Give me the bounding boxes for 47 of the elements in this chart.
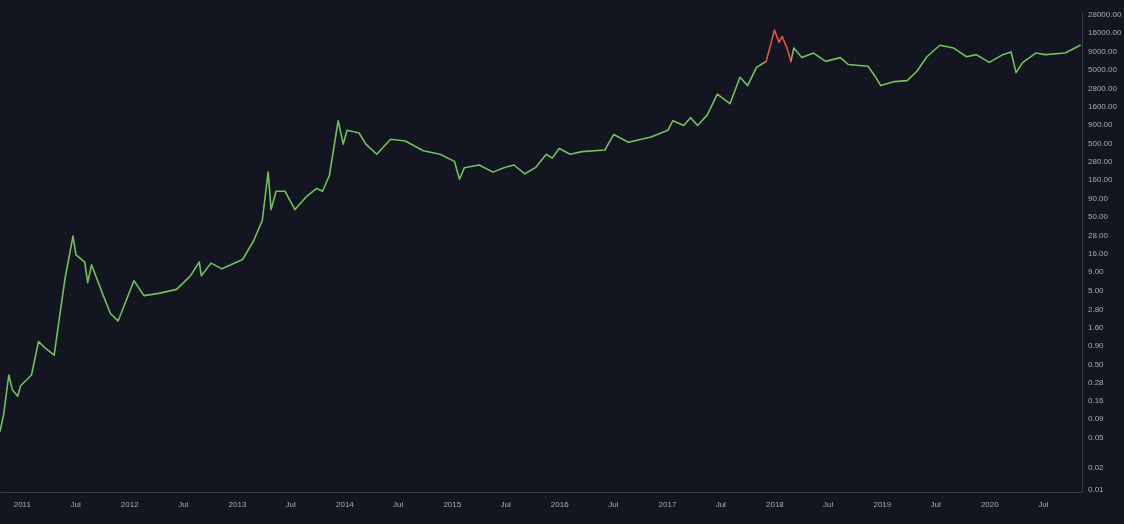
y-tick-label: 28000.00 [1088, 10, 1122, 20]
y-tick-label: 50.00 [1088, 212, 1109, 222]
y-tick-label: 90.00 [1088, 193, 1109, 203]
y-tick-label: 9.00 [1088, 267, 1105, 277]
x-tick-label: Jul [70, 499, 81, 509]
y-tick-label: 1600.00 [1088, 101, 1118, 111]
x-tick-label: Jul [715, 499, 727, 509]
y-tick-label: 900.00 [1088, 120, 1114, 130]
y-tick-label: 2.80 [1088, 304, 1105, 314]
y-tick-label: 0.90 [1088, 340, 1105, 350]
y-tick-label: 1.60 [1088, 322, 1105, 332]
x-tick-label: 2016 [550, 499, 570, 509]
y-tick-label: 500.00 [1088, 138, 1114, 148]
x-tick-label: 2011 [13, 499, 32, 509]
x-tick-label: Jul [1038, 499, 1049, 509]
y-tick-label: 28.00 [1088, 231, 1109, 241]
y-tick-label: 16000.00 [1088, 28, 1122, 38]
y-tick-label: 0.01 [1088, 484, 1105, 494]
x-tick-label: 2014 [335, 499, 355, 509]
y-tick-label: 0.02 [1088, 462, 1105, 472]
x-tick-label: Jul [500, 499, 511, 509]
x-tick-label: 2020 [980, 499, 1000, 509]
x-tick-label: 2015 [443, 499, 462, 509]
x-tick-label: 2018 [766, 499, 785, 509]
x-tick-label: 2012 [120, 499, 140, 509]
y-tick-label: 16.00 [1088, 248, 1109, 258]
x-tick-label: Jul [178, 499, 189, 509]
x-tick-label: 2019 [873, 499, 892, 509]
y-tick-label: 160.00 [1088, 175, 1114, 185]
x-tick-label: 2013 [228, 499, 247, 509]
y-tick-label: 0.28 [1088, 378, 1105, 388]
y-tick-label: 0.16 [1088, 396, 1105, 406]
x-tick-label: Jul [930, 499, 941, 509]
y-tick-label: 5000.00 [1088, 65, 1118, 75]
y-tick-label: 9000.00 [1088, 46, 1118, 56]
x-tick-label: Jul [823, 499, 834, 509]
x-tick-label: Jul [285, 499, 297, 509]
y-tick-label: 0.09 [1088, 414, 1105, 424]
y-tick-label: 280.00 [1088, 157, 1114, 167]
x-tick-label: 2017 [658, 499, 677, 509]
x-tick-label: Jul [608, 499, 619, 509]
y-tick-label: 0.50 [1088, 359, 1105, 369]
x-tick-label: Jul [393, 499, 404, 509]
y-tick-label: 5.00 [1088, 286, 1105, 296]
y-tick-label: 0.05 [1088, 433, 1105, 443]
y-tick-label: 2800.00 [1088, 83, 1118, 93]
line-series [765, 29, 792, 63]
